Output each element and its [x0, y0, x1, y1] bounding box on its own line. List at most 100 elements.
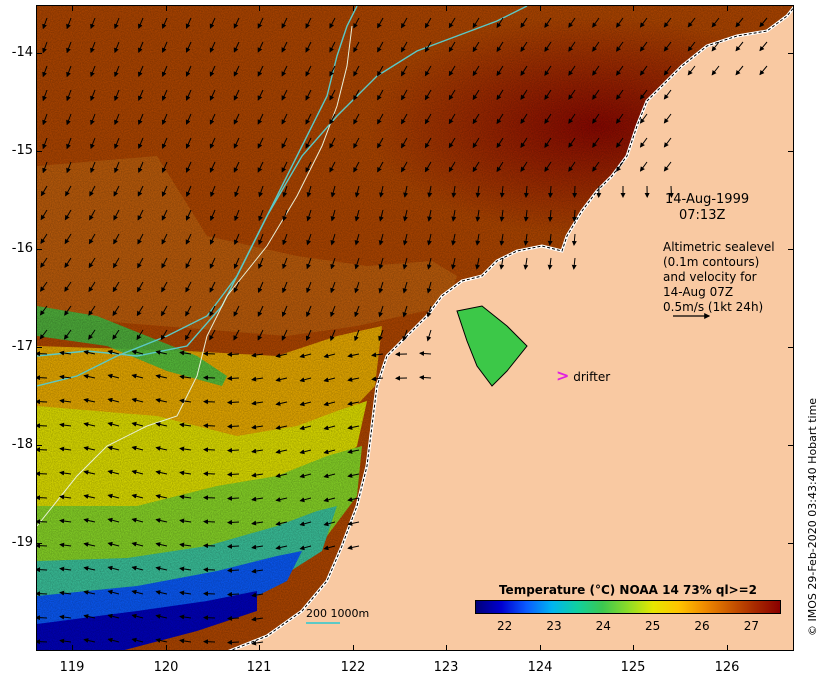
velocity-arrow — [668, 185, 674, 198]
velocity-arrow — [371, 352, 384, 358]
velocity-arrow — [547, 209, 553, 222]
velocity-arrow — [203, 375, 216, 381]
velocity-arrow — [155, 566, 168, 571]
velocity-arrow — [83, 518, 96, 523]
velocity-arrow — [64, 233, 72, 245]
velocity-arrow — [258, 233, 264, 246]
velocity-arrow — [592, 89, 600, 100]
velocity-arrow — [251, 640, 264, 646]
velocity-arrow — [131, 541, 144, 547]
velocity-arrow — [592, 161, 600, 172]
velocity-arrow — [448, 161, 456, 173]
velocity-arrow — [424, 17, 432, 29]
velocity-arrow — [305, 65, 312, 77]
velocity-arrow — [137, 257, 144, 269]
velocity-arrow — [323, 353, 336, 359]
velocity-arrow — [59, 350, 72, 356]
velocity-arrow — [371, 376, 384, 382]
velocity-arrow — [161, 89, 168, 102]
velocity-arrow — [306, 257, 312, 270]
velocity-arrow — [227, 591, 240, 597]
velocity-arrow — [571, 257, 577, 270]
velocity-arrow — [83, 638, 96, 643]
sealevel-contour — [37, 25, 353, 527]
velocity-arrow — [131, 565, 144, 571]
velocity-arrow — [59, 422, 72, 428]
velocity-arrow — [592, 137, 600, 148]
velocity-arrow — [571, 233, 577, 246]
tick-mark — [259, 5, 260, 11]
velocity-arrow — [496, 137, 504, 149]
velocity-arrow — [299, 425, 312, 431]
tick-mark — [727, 5, 728, 11]
velocity-arrow — [275, 497, 288, 502]
velocity-arrow — [37, 447, 48, 453]
velocity-arrow — [112, 305, 120, 317]
velocity-arrow — [59, 494, 72, 500]
velocity-arrow — [568, 65, 576, 76]
velocity-arrow — [233, 161, 240, 173]
drifter-label: drifter — [573, 370, 611, 384]
velocity-arrow — [37, 399, 48, 405]
velocity-arrow — [257, 113, 264, 125]
velocity-arrow — [568, 161, 576, 172]
tick-mark — [788, 347, 794, 348]
velocity-arrow — [639, 89, 648, 100]
velocity-arrow — [281, 17, 288, 29]
velocity-arrow — [282, 281, 288, 294]
velocity-arrow — [64, 305, 72, 316]
velocity-arrow — [426, 329, 432, 342]
velocity-arrow — [90, 65, 96, 78]
velocity-arrow — [329, 17, 336, 29]
velocity-arrow — [402, 281, 408, 294]
velocity-arrow — [378, 209, 384, 222]
velocity-arrow — [299, 473, 312, 479]
tick-mark — [788, 53, 794, 54]
lon-tick-label: 126 — [714, 660, 740, 675]
velocity-arrow — [179, 446, 192, 452]
velocity-arrow — [161, 185, 168, 197]
velocity-arrow — [419, 374, 432, 380]
velocity-arrow — [426, 257, 432, 270]
tick-mark — [353, 5, 354, 11]
velocity-arrow — [137, 185, 144, 197]
velocity-arrow — [330, 185, 336, 198]
velocity-arrow — [42, 17, 48, 30]
velocity-arrow — [209, 17, 216, 29]
velocity-arrow — [424, 89, 432, 101]
velocity-arrow — [179, 590, 192, 596]
velocity-arrow — [137, 89, 144, 102]
velocity-arrow — [89, 185, 96, 197]
velocity-arrow — [90, 17, 96, 30]
velocity-arrow — [161, 65, 168, 78]
velocity-arrow — [323, 449, 336, 455]
velocity-arrow — [496, 161, 504, 173]
tick-mark — [727, 645, 728, 651]
velocity-arrow — [155, 422, 168, 427]
velocity-arrow — [306, 185, 312, 198]
velocity-arrow — [66, 161, 72, 174]
velocity-arrow — [233, 17, 240, 29]
velocity-arrow — [451, 233, 457, 246]
colorbar-label: 24 — [595, 619, 611, 633]
velocity-arrow — [323, 377, 336, 383]
velocity-arrow — [63, 329, 72, 340]
velocity-arrow — [520, 137, 528, 149]
velocity-arrow — [354, 305, 360, 318]
velocity-arrow — [179, 494, 192, 500]
velocity-arrow — [39, 305, 48, 316]
velocity-arrow — [520, 17, 528, 29]
velocity-arrow — [37, 639, 48, 645]
velocity-arrow — [735, 65, 744, 76]
velocity-arrow — [616, 137, 624, 148]
velocity-arrow — [275, 545, 288, 550]
velocity-arrow — [209, 233, 216, 245]
velocity-arrow — [299, 521, 312, 527]
velocity-arrow — [347, 473, 360, 478]
velocity-arrow — [155, 518, 168, 523]
lon-tick-label: 121 — [246, 660, 272, 675]
velocity-arrow — [329, 65, 336, 77]
velocity-arrow — [499, 257, 505, 270]
velocity-arrow — [377, 65, 384, 77]
velocity-arrow — [329, 161, 336, 173]
